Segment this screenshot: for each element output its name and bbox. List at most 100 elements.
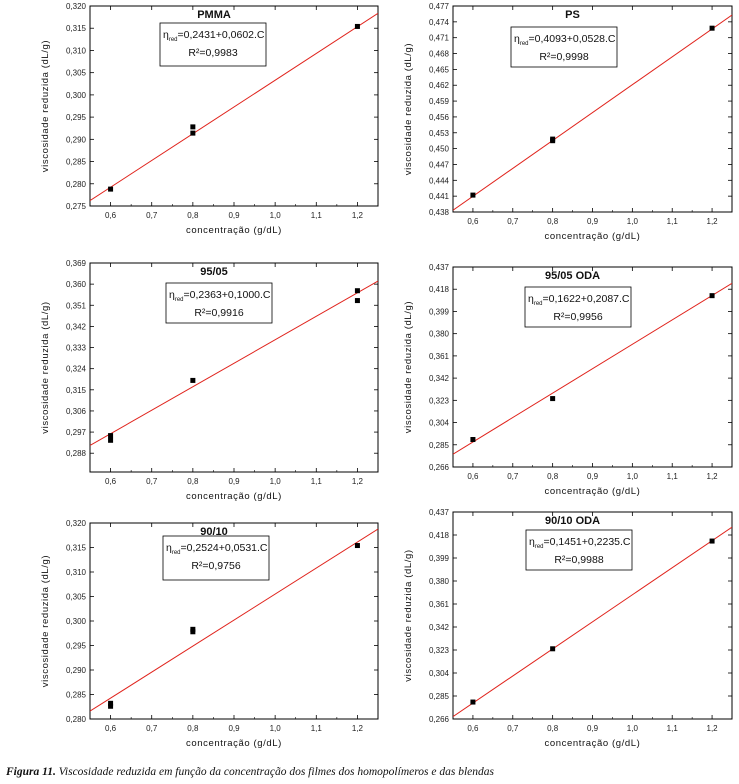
equation-text: ηred=0,1622+0,2087.C (528, 293, 630, 307)
y-tick-label: 0,333 (66, 344, 87, 353)
y-tick-label: 0,280 (66, 715, 87, 724)
equation-text: ηred=0,2363+0,1000.C (169, 289, 271, 303)
x-axis-label: concentração (g/dL) (545, 738, 641, 749)
x-tick-label: 1,2 (352, 211, 364, 220)
r-squared-text: R²=0,9916 (194, 307, 243, 319)
y-tick-label: 0,450 (429, 145, 450, 154)
y-tick-label: 0,323 (429, 646, 450, 655)
y-tick-label: 0,477 (429, 2, 450, 11)
y-tick-label: 0,290 (66, 666, 87, 675)
x-axis-label: concentração (g/dL) (186, 225, 282, 236)
x-tick-label: 0,9 (587, 472, 599, 481)
fit-line (90, 280, 378, 446)
r-squared-text: R²=0,9998 (539, 51, 588, 63)
y-tick-label: 0,361 (429, 600, 450, 609)
data-point (108, 703, 114, 709)
x-tick-label: 0,6 (467, 724, 479, 733)
y-tick-label: 0,438 (429, 208, 450, 217)
equation-frame (524, 286, 632, 328)
y-tick-label: 0,297 (66, 428, 87, 437)
y-tick-label: 0,351 (66, 301, 87, 310)
data-point (354, 23, 360, 29)
equation-box: ηred=0,1451+0,2235.C R²=0,9988 (525, 529, 633, 571)
chart-90-10: 0,6 0,7 0,8 0,9 1,0 1,1 1,2 0,280 0,285 0,290 0,29… (40, 519, 379, 749)
data-point (108, 700, 114, 706)
x-tick-label: 1,0 (270, 724, 282, 733)
data-point (709, 538, 715, 544)
fit-line (453, 282, 732, 455)
y-axis-label: viscosidade reduzida (dL/g) (403, 43, 414, 175)
x-tick-label: 0,7 (146, 477, 158, 486)
y-tick-label: 0,380 (429, 330, 450, 339)
y-tick-label: 0,315 (66, 24, 87, 33)
y-tick-label: 0,360 (66, 280, 87, 289)
equation-frame (525, 529, 633, 571)
x-tick-label: 1,1 (311, 724, 323, 733)
x-tick-label: 1,2 (352, 724, 364, 733)
equation-box: ηred=0,2431+0,0602.C R²=0,9983 (159, 22, 267, 67)
x-tick-label: 1,2 (707, 472, 719, 481)
y-tick-label: 0,310 (66, 46, 87, 55)
y-tick-label: 0,444 (429, 176, 450, 185)
y-tick-label: 0,399 (429, 307, 450, 316)
equation-box: ηred=0,1622+0,2087.C R²=0,9956 (524, 286, 632, 328)
x-tick-label: 0,6 (467, 217, 479, 226)
data-point (190, 130, 196, 136)
r-squared-text: R²=0,9956 (553, 311, 602, 323)
x-tick-label: 1,2 (707, 217, 719, 226)
y-tick-label: 0,275 (66, 202, 87, 211)
x-tick-label: 1,0 (627, 472, 639, 481)
y-tick-label: 0,315 (66, 386, 87, 395)
y-tick-label: 0,437 (429, 263, 450, 272)
equation-text: ηred=0,1451+0,2235.C (529, 536, 631, 550)
y-axis-label: viscosidade reduzida (dL/g) (403, 549, 414, 681)
y-tick-label: 0,474 (429, 18, 450, 27)
y-tick-label: 0,320 (66, 2, 87, 11)
x-tick-label: 0,9 (228, 211, 240, 220)
equation-box: ηred=0,4093+0,0528.C R²=0,9998 (510, 26, 618, 68)
data-point (108, 433, 114, 439)
data-point (354, 543, 360, 549)
data-point (550, 646, 556, 652)
y-tick-label: 0,306 (66, 407, 87, 416)
y-tick-label: 0,459 (429, 97, 450, 106)
x-axis-label: concentração (g/dL) (186, 738, 282, 749)
equation-frame (159, 22, 267, 67)
plot-title: 95/05 (200, 266, 228, 278)
r-squared-text: R²=0,9983 (188, 47, 237, 59)
x-tick-label: 0,6 (467, 472, 479, 481)
equation-box: ηred=0,2363+0,1000.C R²=0,9916 (165, 282, 273, 324)
x-tick-label: 1,0 (627, 724, 639, 733)
equation-frame (165, 282, 273, 324)
x-tick-label: 1,1 (311, 477, 323, 486)
y-tick-label: 0,285 (429, 692, 450, 701)
x-tick-label: 0,9 (587, 724, 599, 733)
chart-95-05-oda: 0,6 0,7 0,8 0,9 1,0 1,1 1,2 0,266 0,285 0,304 0,32… (403, 263, 733, 497)
x-tick-label: 1,2 (707, 724, 719, 733)
x-tick-label: 1,1 (667, 724, 679, 733)
y-tick-label: 0,320 (66, 519, 87, 528)
y-axis-label: viscosidade reduzida (dL/g) (403, 301, 414, 433)
x-tick-label: 0,8 (547, 724, 559, 733)
x-tick-label: 1,0 (627, 217, 639, 226)
x-tick-label: 0,8 (187, 211, 199, 220)
r-squared-text: R²=0,9756 (191, 560, 240, 572)
equation-text: ηred=0,4093+0,0528.C (514, 33, 616, 47)
x-tick-label: 0,8 (187, 724, 199, 733)
y-tick-label: 0,441 (429, 192, 450, 201)
y-tick-label: 0,300 (66, 617, 87, 626)
x-tick-label: 1,0 (270, 477, 282, 486)
plot-title: 90/10 ODA (545, 515, 600, 527)
y-tick-label: 0,418 (429, 531, 450, 540)
equation-text: ηred=0,2431+0,0602.C (163, 29, 265, 43)
y-tick-label: 0,295 (66, 113, 87, 122)
x-tick-label: 0,7 (507, 472, 519, 481)
y-tick-label: 0,465 (429, 65, 450, 74)
data-point (108, 186, 114, 192)
y-tick-label: 0,310 (66, 568, 87, 577)
plot-title: PS (565, 9, 580, 21)
data-point (709, 25, 715, 31)
y-tick-label: 0,324 (66, 365, 87, 374)
y-tick-label: 0,290 (66, 135, 87, 144)
x-tick-label: 0,6 (105, 724, 117, 733)
